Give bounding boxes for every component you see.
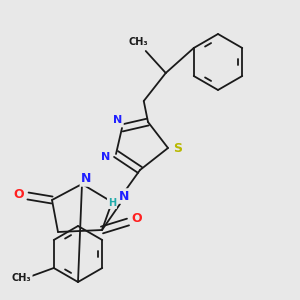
Text: O: O	[132, 212, 142, 224]
Text: N: N	[101, 152, 111, 162]
Text: N: N	[81, 172, 91, 185]
Text: S: S	[173, 142, 182, 154]
Text: CH₃: CH₃	[12, 273, 32, 283]
Text: H: H	[108, 198, 116, 208]
Text: N: N	[119, 190, 129, 202]
Text: O: O	[14, 188, 24, 200]
Text: CH₃: CH₃	[129, 37, 148, 47]
Text: N: N	[113, 115, 123, 125]
